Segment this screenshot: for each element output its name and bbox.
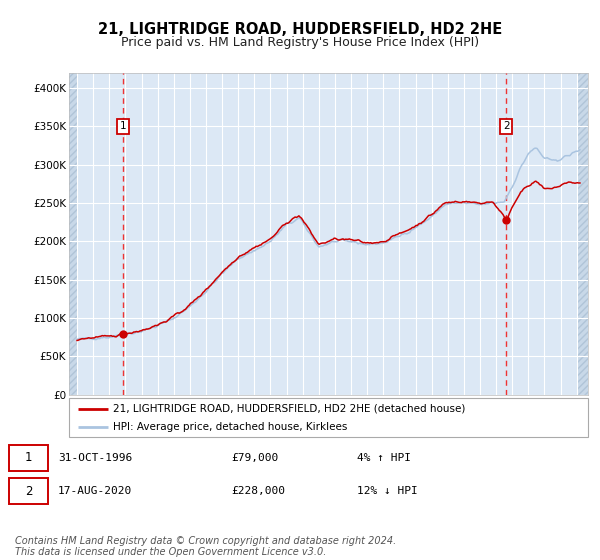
Text: Price paid vs. HM Land Registry's House Price Index (HPI): Price paid vs. HM Land Registry's House … <box>121 36 479 49</box>
Text: 4% ↑ HPI: 4% ↑ HPI <box>357 453 411 463</box>
Bar <box>577 73 588 395</box>
Bar <box>69 73 77 395</box>
Text: 2: 2 <box>503 122 509 132</box>
Text: HPI: Average price, detached house, Kirklees: HPI: Average price, detached house, Kirk… <box>113 422 347 432</box>
Text: 21, LIGHTRIDGE ROAD, HUDDERSFIELD, HD2 2HE: 21, LIGHTRIDGE ROAD, HUDDERSFIELD, HD2 2… <box>98 22 502 38</box>
Text: 1: 1 <box>25 451 32 464</box>
Text: 21, LIGHTRIDGE ROAD, HUDDERSFIELD, HD2 2HE (detached house): 21, LIGHTRIDGE ROAD, HUDDERSFIELD, HD2 2… <box>113 404 466 414</box>
FancyBboxPatch shape <box>10 445 48 471</box>
Text: 17-AUG-2020: 17-AUG-2020 <box>58 487 132 496</box>
Text: 12% ↓ HPI: 12% ↓ HPI <box>357 487 418 496</box>
Text: Contains HM Land Registry data © Crown copyright and database right 2024.
This d: Contains HM Land Registry data © Crown c… <box>15 535 396 557</box>
Text: £79,000: £79,000 <box>232 453 279 463</box>
Text: 2: 2 <box>25 485 32 498</box>
Text: £228,000: £228,000 <box>232 487 286 496</box>
FancyBboxPatch shape <box>69 398 588 437</box>
Text: 1: 1 <box>119 122 126 132</box>
Text: 31-OCT-1996: 31-OCT-1996 <box>58 453 132 463</box>
FancyBboxPatch shape <box>10 478 48 505</box>
